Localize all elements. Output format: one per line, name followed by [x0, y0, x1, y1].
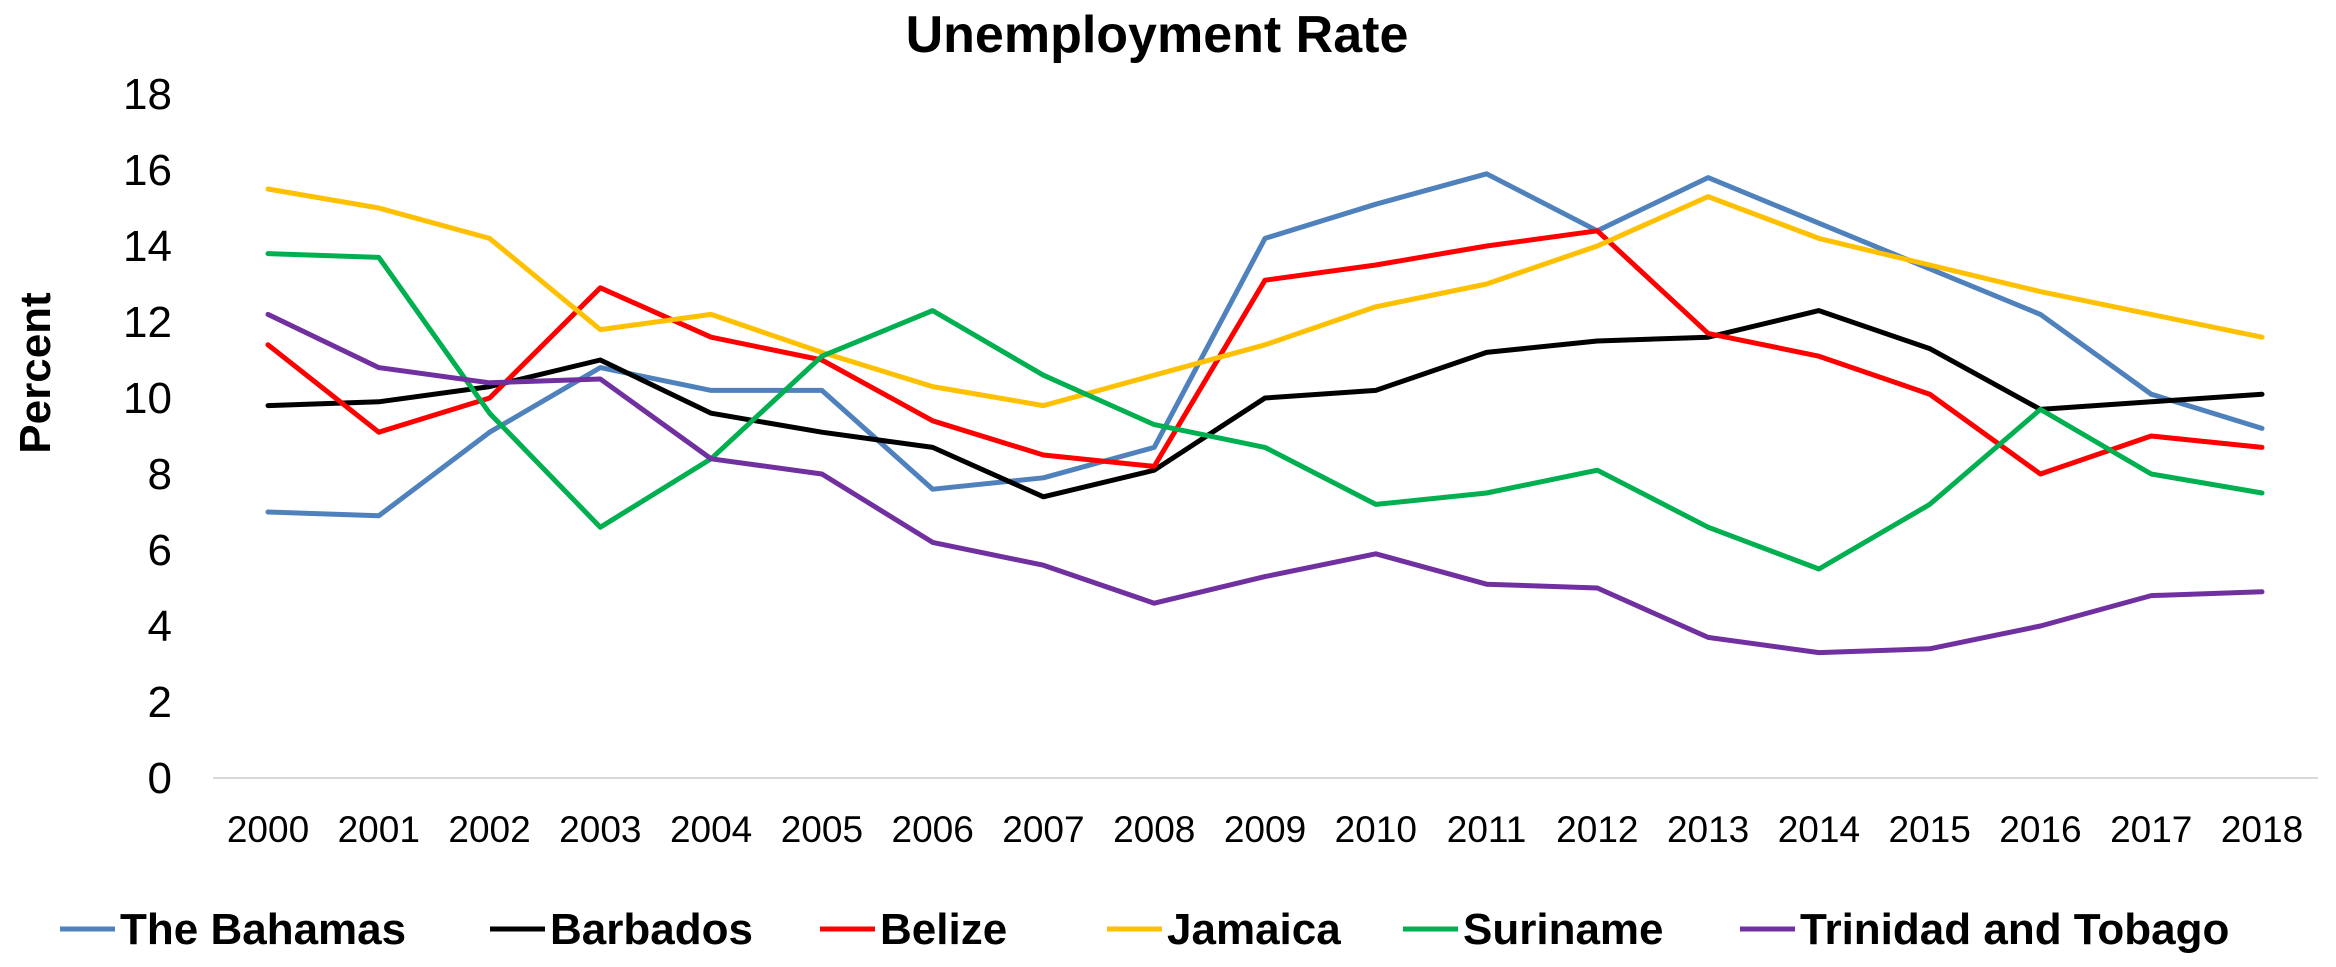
legend-label: The Bahamas	[120, 905, 406, 954]
x-tick-label: 2007	[1002, 809, 1084, 850]
y-tick-labels: 0 2 4 6 8 10 12 14 16 18	[123, 70, 172, 803]
y-tick-label: 16	[123, 146, 172, 195]
x-tick-label: 2008	[1113, 809, 1195, 850]
y-tick-label: 12	[123, 298, 172, 347]
y-tick-label: 2	[148, 678, 172, 727]
y-tick-label: 10	[123, 374, 172, 423]
x-tick-label: 2017	[2110, 809, 2192, 850]
x-tick-label: 2010	[1335, 809, 1417, 850]
series-lines	[265, 171, 2265, 656]
y-axis-label: Percent	[11, 292, 60, 454]
series-line-trinidad-and-tobago	[265, 311, 2265, 656]
x-tick-labels: 2000 2001 2002 2003 2004 2005 2006 2007 2008 2009…	[227, 809, 2303, 850]
x-tick-label: 2009	[1224, 809, 1306, 850]
x-tick-label: 2002	[448, 809, 530, 850]
series-line-jamaica	[265, 186, 2265, 409]
legend-label: Trinidad and Tobago	[1800, 905, 2229, 954]
legend-label: Jamaica	[1167, 905, 1341, 954]
legend-label: Suriname	[1463, 905, 1664, 954]
x-tick-label: 2005	[781, 809, 863, 850]
x-tick-label: 2003	[559, 809, 641, 850]
series-line-the-bahamas	[265, 171, 2265, 519]
x-tick-label: 2006	[892, 809, 974, 850]
series-line-barbados	[265, 308, 2265, 500]
x-tick-label: 2016	[1999, 809, 2081, 850]
x-tick-label: 2001	[338, 809, 420, 850]
y-tick-label: 14	[123, 222, 172, 271]
legend: The Bahamas Barbados Belize Jamaica Suriname…	[60, 905, 2229, 954]
legend-label: Barbados	[550, 905, 753, 954]
x-tick-label: 2011	[1447, 809, 1527, 850]
y-tick-label: 6	[148, 526, 172, 575]
series-line-suriname	[265, 251, 2265, 572]
x-tick-label: 2018	[2221, 809, 2303, 850]
legend-label: Belize	[880, 905, 1007, 954]
series-line-belize	[265, 228, 2265, 477]
y-tick-label: 18	[123, 70, 172, 119]
x-tick-label: 2014	[1778, 809, 1860, 850]
x-tick-label: 2000	[227, 809, 309, 850]
y-tick-label: 0	[148, 754, 172, 803]
x-tick-label: 2012	[1556, 809, 1638, 850]
x-tick-label: 2015	[1889, 809, 1971, 850]
chart-title: Unemployment Rate	[906, 6, 1409, 64]
y-tick-label: 8	[148, 450, 172, 499]
y-tick-label: 4	[148, 602, 172, 651]
x-tick-label: 2013	[1667, 809, 1749, 850]
x-tick-label: 2004	[670, 809, 752, 850]
